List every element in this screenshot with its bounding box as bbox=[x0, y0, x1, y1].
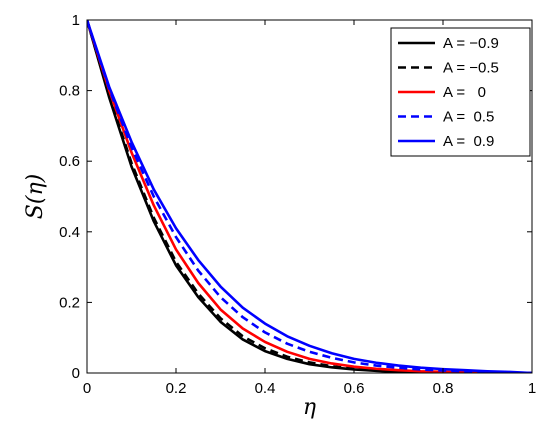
y-tick-label: 0.4 bbox=[59, 224, 80, 241]
x-tick-label: 0.2 bbox=[166, 380, 187, 397]
legend: A = −0.9 A = −0.5 A = 0 A = 0.5 A = 0.9 bbox=[390, 27, 531, 157]
x-tick-label: 0.8 bbox=[433, 380, 454, 397]
x-axis-label: η bbox=[303, 395, 316, 420]
y-axis-label: S(η) bbox=[23, 174, 48, 219]
x-tick-label: 0 bbox=[83, 380, 91, 397]
y-tick-label: 1 bbox=[72, 12, 80, 29]
x-tick-label: 1 bbox=[528, 380, 536, 397]
x-tick-label: 0.4 bbox=[255, 380, 276, 397]
legend-label-4: A = 0.5 bbox=[443, 109, 494, 126]
legend-label-1: A = −0.9 bbox=[443, 35, 499, 52]
legend-label-5: A = 0.9 bbox=[443, 133, 494, 150]
y-tick-label: 0 bbox=[72, 365, 80, 382]
legend-label-3: A = 0 bbox=[443, 84, 486, 101]
series-line-5 bbox=[87, 20, 532, 373]
x-tick-label: 0.6 bbox=[344, 380, 365, 397]
axes-frame bbox=[86, 19, 533, 374]
y-tick-label: 0.8 bbox=[59, 83, 80, 100]
y-tick-label: 0.2 bbox=[59, 294, 80, 311]
legend-label-2: A = −0.5 bbox=[443, 60, 499, 77]
axes: 0 0.2 0.4 0.6 0.8 1 0 0.2 0.4 0.6 0.8 1 bbox=[59, 12, 536, 397]
y-tick-label: 0.6 bbox=[59, 153, 80, 170]
